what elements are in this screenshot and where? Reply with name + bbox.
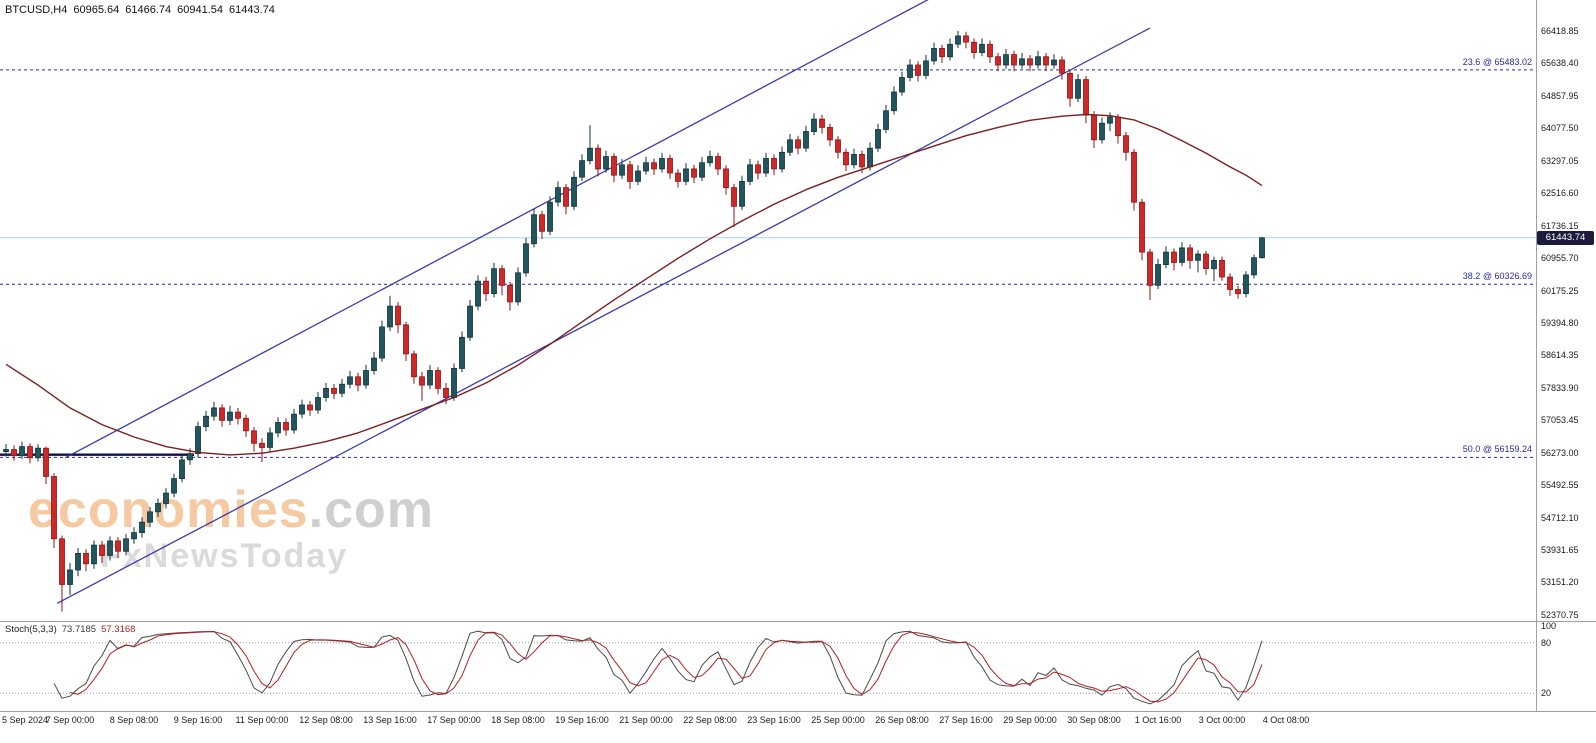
time-tick-label: 26 Sep 08:00 — [875, 715, 929, 725]
price-tick-label: 61736.15 — [1541, 220, 1579, 231]
time-tick-label: 30 Sep 08:00 — [1067, 715, 1121, 725]
price-tick-label: 65638.40 — [1541, 58, 1579, 69]
watermark-brand: economies.com — [28, 481, 435, 539]
watermark-brand-suffix: .com — [308, 481, 435, 539]
price-tick-label: 64857.95 — [1541, 90, 1579, 101]
price-tick-label: 54712.10 — [1541, 512, 1579, 523]
time-tick-label: 27 Sep 16:00 — [939, 715, 993, 725]
time-tick-label: 1 Oct 16:00 — [1134, 715, 1182, 725]
price-tick-label: 53931.65 — [1541, 545, 1579, 555]
time-tick-label: 8 Sep 08:00 — [109, 715, 159, 725]
time-tick-label: 5 Sep 2024 — [2, 715, 49, 725]
fib-label-500: 50.0 @ 56159.24 — [1462, 444, 1532, 455]
time-tick-label: 11 Sep 00:00 — [235, 715, 289, 725]
price-tick-label: 64077.50 — [1541, 123, 1579, 134]
time-tick-label: 18 Sep 08:00 — [491, 715, 545, 725]
price-axis[interactable]: 61443.74 66418.85 65638.40 64857.95 64077.5… — [1536, 0, 1596, 711]
price-tick-label: 57053.45 — [1541, 415, 1579, 426]
time-tick-label: 29 Sep 00:00 — [1003, 715, 1057, 725]
price-tick-label: 66418.85 — [1541, 26, 1579, 36]
fib-label-382: 38.2 @ 60326.69 — [1462, 271, 1532, 282]
price-tick-label: 55492.55 — [1541, 480, 1579, 491]
current-price-badge: 61443.74 — [1537, 230, 1594, 245]
watermark-subtitle: FxNewsToday — [100, 537, 349, 576]
ohlc-close: 61443.74 — [229, 4, 275, 16]
price-tick-label: 59394.80 — [1541, 317, 1579, 328]
time-tick-label: 13 Sep 16:00 — [363, 715, 417, 725]
price-tick-label: 60175.25 — [1541, 285, 1579, 296]
time-tick-label: 3 Oct 00:00 — [1198, 715, 1246, 725]
stoch-k-value: 73.7185 — [61, 624, 97, 635]
time-tick-label: 12 Sep 08:00 — [299, 715, 353, 725]
price-tick-label: 63297.05 — [1541, 155, 1579, 166]
price-tick-label: 52370.75 — [1541, 609, 1579, 620]
time-tick-label: 7 Sep 00:00 — [45, 715, 95, 725]
price-tick-label: 56273.00 — [1541, 447, 1579, 458]
price-tick-label: 57833.90 — [1541, 382, 1579, 393]
price-tick-label: 62516.60 — [1541, 188, 1579, 199]
time-axis[interactable]: 5 Sep 2024 7 Sep 00:00 8 Sep 08:00 9 Sep 16… — [0, 711, 1596, 743]
time-tick-label: 19 Sep 16:00 — [555, 715, 609, 725]
stoch-tick-label: 20 — [1541, 688, 1552, 699]
fib-label-236: 23.6 @ 65483.02 — [1462, 56, 1532, 67]
price-tick-label: 58614.35 — [1541, 350, 1579, 361]
time-tick-label: 23 Sep 16:00 — [747, 715, 801, 725]
time-tick-label: 4 Oct 08:00 — [1262, 715, 1310, 725]
ohlc-open: 60965.64 — [73, 4, 120, 16]
ohlc-low: 60941.54 — [177, 4, 224, 16]
symbol-ohlc-header: BTCUSD,H4 60965.64 61466.74 60941.54 61443.7… — [5, 4, 281, 16]
watermark-brand-name: economies — [28, 481, 309, 539]
stoch-tick-label: 100 — [1541, 621, 1557, 631]
symbol-label: BTCUSD,H4 — [5, 4, 68, 16]
time-tick-label: 17 Sep 00:00 — [427, 715, 481, 725]
stoch-indicator-label: Stoch(5,3,3) 73.7185 57.3168 — [5, 624, 135, 635]
stoch-name: Stoch(5,3,3) — [5, 624, 57, 635]
stoch-d-value: 57.3168 — [101, 624, 136, 635]
watermark: economies.com FxNewsToday — [28, 481, 435, 576]
price-tick-label: 53151.20 — [1541, 577, 1579, 588]
time-tick-label: 9 Sep 16:00 — [173, 715, 223, 725]
ohlc-high: 61466.74 — [125, 4, 172, 16]
time-tick-label: 21 Sep 00:00 — [619, 715, 673, 725]
time-tick-label: 25 Sep 00:00 — [811, 715, 865, 725]
stoch-tick-label: 80 — [1541, 637, 1552, 648]
price-tick-label: 60955.70 — [1541, 253, 1579, 264]
time-tick-label: 22 Sep 08:00 — [683, 715, 737, 725]
